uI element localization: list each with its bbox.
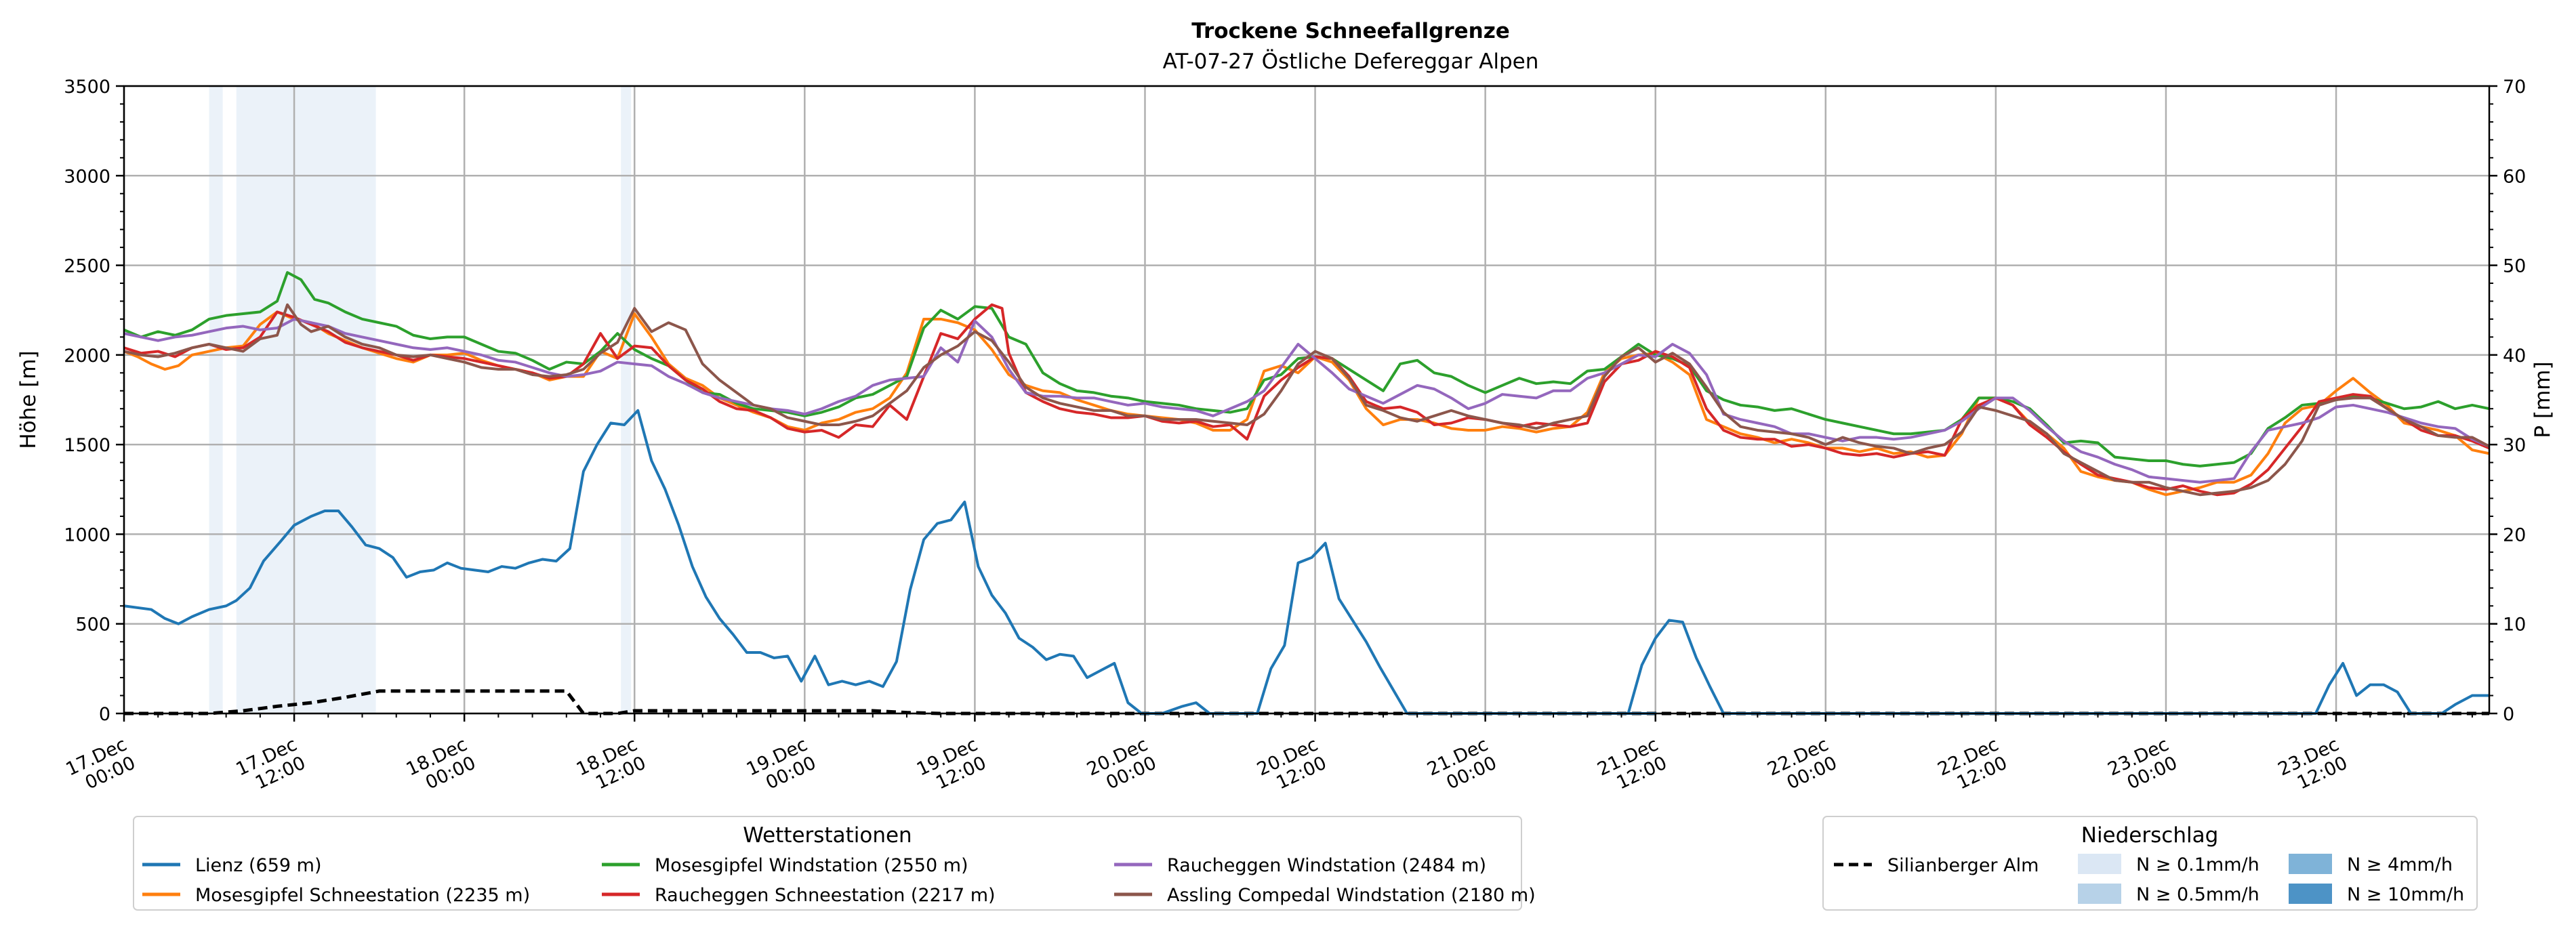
x-tick-label: 21.Dec00:00: [1424, 734, 1500, 799]
precip-band: [209, 86, 223, 713]
x-tick-label: 17.Dec00:00: [63, 734, 139, 799]
legend-precip-label-4: N ≥ 10mm/h: [2347, 884, 2464, 905]
y-tick-label: 2500: [64, 256, 110, 277]
y2-axis-label: P [mm]: [2531, 361, 2555, 438]
x-tick-label: 23.Dec12:00: [2275, 734, 2351, 799]
x-tick-label: 20.Dec12:00: [1254, 734, 1330, 799]
y2-tick-label: 0: [2503, 704, 2514, 725]
y2-tick-label: 60: [2503, 166, 2526, 187]
series-line-1: [123, 409, 2489, 715]
legend-label-3: Mosesgipfel Windstation (2550 m): [655, 855, 968, 876]
legend-precip-swatch-3: [2289, 854, 2332, 874]
precipitation-bands: [209, 86, 632, 713]
legend-stations-title: Wetterstationen: [743, 823, 912, 848]
legend-precip-title: Niederschlag: [2081, 823, 2219, 848]
series-line-3: [123, 271, 2490, 468]
x-tick-label: 20.Dec00:00: [1084, 734, 1160, 799]
x-tick-label: 19.Dec00:00: [743, 734, 819, 799]
y-tick-label: 3500: [64, 77, 110, 98]
series-line-4: [123, 303, 2490, 497]
legend-label-6: Assling Compedal Windstation (2180 m): [1167, 885, 1536, 906]
chart-subtitle: AT-07-27 Östliche Defereggar Alpen: [1163, 49, 1539, 74]
series-line-2: [123, 310, 2490, 497]
series-line-5: [123, 317, 2490, 484]
y2-tick-label: 40: [2503, 346, 2526, 367]
legend-stations: Wetterstationen Lienz (659 m) Mosesgipfel…: [133, 816, 1536, 911]
x-tick-label: 17.Dec12:00: [233, 734, 309, 799]
x-tick-label: 18.Dec00:00: [403, 734, 479, 799]
x-tick-label: 18.Dec12:00: [573, 734, 649, 799]
legend-label-4: Raucheggen Schneestation (2217 m): [655, 885, 996, 906]
plot-frame: [123, 85, 2491, 715]
legend-precip-label-3: N ≥ 4mm/h: [2347, 854, 2453, 875]
x-tick-label: 19.Dec12:00: [914, 734, 989, 799]
y-tick-label: 1000: [64, 524, 110, 545]
grid-lines: [123, 85, 2489, 715]
x-tick-label: 22.Dec00:00: [1764, 734, 1840, 799]
y-tick-label: 500: [75, 615, 110, 636]
y-tick-label: 2000: [64, 346, 110, 367]
series-line-6: [123, 303, 2490, 497]
y2-tick-label: 50: [2503, 256, 2526, 277]
chart-title: Trockene Schneefallgrenze: [1191, 19, 1510, 43]
y-axis-ticks: 0 500 1000 1500 2000 2500 3000 3500: [64, 77, 124, 725]
legend-precip-swatch-4: [2289, 884, 2332, 904]
legend-precip-label-1: N ≥ 0.1mm/h: [2136, 854, 2260, 875]
precip-series-line: [124, 689, 2489, 716]
legend-precip-line-label: Silianberger Alm: [1887, 855, 2039, 876]
series-lines: [123, 271, 2490, 715]
precip-line: [124, 689, 2489, 716]
y-tick-label: 3000: [64, 166, 110, 187]
precip-band: [236, 86, 376, 713]
legend-precip-swatch-1: [2078, 854, 2121, 874]
y2-tick-label: 10: [2503, 615, 2526, 636]
precip-band: [621, 86, 632, 713]
y-tick-label: 0: [99, 704, 110, 725]
x-tick-label: 22.Dec12:00: [1934, 734, 2010, 799]
legend-label-1: Lienz (659 m): [195, 855, 322, 876]
y2-tick-label: 20: [2503, 524, 2526, 545]
y2-tick-label: 30: [2503, 435, 2526, 456]
y-axis-label: Höhe [m]: [16, 350, 41, 449]
y2-axis-ticks: 0 10 20 30 40 50 60 70: [2489, 77, 2526, 725]
legend-label-5: Raucheggen Windstation (2484 m): [1167, 855, 1486, 876]
x-tick-label: 21.Dec12:00: [1594, 734, 1670, 799]
y-tick-label: 1500: [64, 435, 110, 456]
legend-precip-label-2: N ≥ 0.5mm/h: [2136, 884, 2260, 905]
legend-precipitation: Niederschlag Silianberger Alm N ≥ 0.1mm/…: [1822, 816, 2478, 911]
x-axis-ticks: 17.Dec00:00 17.Dec12:00 18.Dec00:00 18.Dec1…: [63, 713, 2473, 799]
x-tick-label: 23.Dec00:00: [2105, 734, 2181, 799]
y2-tick-label: 70: [2503, 77, 2526, 98]
legend-label-2: Mosesgipfel Schneestation (2235 m): [195, 885, 530, 906]
legend-precip-swatch-2: [2078, 884, 2121, 904]
